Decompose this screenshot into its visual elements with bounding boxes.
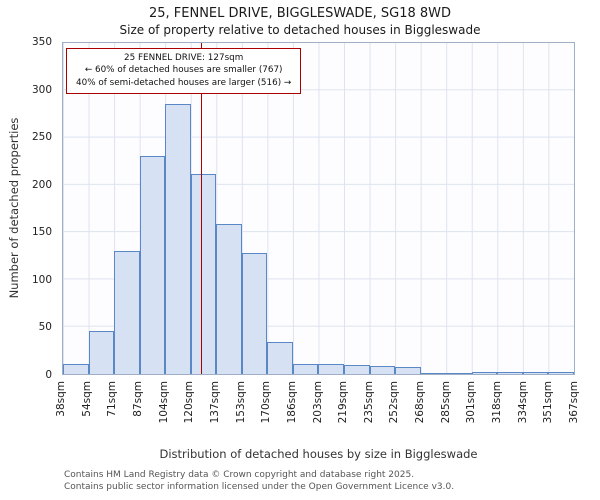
y-tick-label: 0 bbox=[45, 369, 52, 381]
bar bbox=[344, 364, 370, 374]
x-ticks: 38sqm 54sqm 71sqm 87sqm 104sqm 120sqm 137sqm 15… bbox=[55, 379, 580, 441]
y-tick-label: 250 bbox=[31, 131, 52, 144]
x-tick-label: 38sqm bbox=[55, 381, 67, 417]
footer: Contains HM Land Registry data © Crown c… bbox=[64, 470, 594, 493]
bar bbox=[216, 223, 242, 374]
y-ticks: 0 50 100 150 200 250 300 350 bbox=[28, 36, 56, 381]
bar bbox=[420, 373, 447, 374]
annotation-line-2: ← 60% of detached houses are smaller (76… bbox=[84, 65, 283, 76]
bar bbox=[446, 373, 472, 374]
y-tick-label: 150 bbox=[31, 226, 52, 239]
x-tick-label: 301sqm bbox=[465, 381, 478, 424]
bar bbox=[165, 103, 191, 374]
bar bbox=[369, 365, 396, 374]
bar bbox=[471, 372, 498, 374]
x-tick-label: 71sqm bbox=[106, 381, 119, 417]
x-tick-label: 87sqm bbox=[131, 381, 144, 417]
x-tick-label: 285sqm bbox=[439, 381, 452, 424]
bar bbox=[88, 330, 115, 374]
x-tick-label: 351sqm bbox=[542, 381, 555, 424]
bar bbox=[497, 372, 523, 374]
bar bbox=[318, 363, 345, 374]
x-tick-label: 170sqm bbox=[260, 381, 273, 424]
footer-line-2: Contains public sector information licen… bbox=[64, 481, 455, 492]
chart-titles: 25, FENNEL DRIVE, BIGGLESWADE, SG18 8WD … bbox=[0, 6, 600, 38]
bar bbox=[548, 372, 574, 374]
bar bbox=[139, 155, 166, 374]
x-tick-label: 235sqm bbox=[362, 381, 375, 424]
x-axis-title: Distribution of detached houses by size … bbox=[159, 447, 478, 461]
bars-container bbox=[63, 43, 574, 374]
bar bbox=[395, 367, 421, 374]
x-tick-label: 268sqm bbox=[414, 381, 427, 424]
x-tick-label: 186sqm bbox=[285, 381, 298, 424]
x-tick-label: 203sqm bbox=[311, 381, 324, 424]
x-tick-label: 120sqm bbox=[183, 381, 196, 424]
x-tick-label: 252sqm bbox=[388, 381, 401, 424]
chart-title: 25, FENNEL DRIVE, BIGGLESWADE, SG18 8WD bbox=[148, 6, 452, 21]
plot-area bbox=[62, 42, 575, 375]
property-marker-line bbox=[201, 43, 203, 374]
x-tick-label: 334sqm bbox=[516, 381, 529, 424]
x-tick-label: 104sqm bbox=[157, 381, 170, 424]
annotation-line-1: 25 FENNEL DRIVE: 127sqm bbox=[123, 53, 244, 63]
y-tick-label: 350 bbox=[31, 36, 52, 48]
annotation-line-3: 40% of semi-detached houses are larger (… bbox=[76, 77, 292, 88]
y-tick-label: 100 bbox=[31, 273, 52, 286]
bar bbox=[190, 173, 217, 374]
bar bbox=[241, 252, 268, 374]
x-tick-label: 318sqm bbox=[491, 381, 504, 424]
bar bbox=[522, 372, 549, 374]
footer-line-1: Contains HM Land Registry data © Crown c… bbox=[64, 470, 415, 480]
x-tick-label: 137sqm bbox=[208, 381, 221, 424]
bar bbox=[63, 363, 89, 374]
y-tick-label: 200 bbox=[31, 178, 52, 191]
x-tick-label: 153sqm bbox=[234, 381, 247, 424]
y-tick-label: 50 bbox=[38, 321, 52, 334]
x-tick-label: 54sqm bbox=[80, 381, 93, 417]
bar bbox=[114, 251, 140, 374]
y-tick-label: 300 bbox=[31, 83, 52, 96]
x-tick-label: 367sqm bbox=[568, 381, 580, 424]
y-axis-title: Number of detached properties bbox=[7, 117, 21, 299]
x-tick-label: 219sqm bbox=[337, 381, 350, 424]
bar bbox=[292, 363, 319, 374]
bar bbox=[267, 341, 293, 374]
property-annotation-box: 25 FENNEL DRIVE: 127sqm ← 60% of detache… bbox=[66, 48, 302, 94]
chart-subtitle: Size of property relative to detached ho… bbox=[119, 22, 481, 37]
